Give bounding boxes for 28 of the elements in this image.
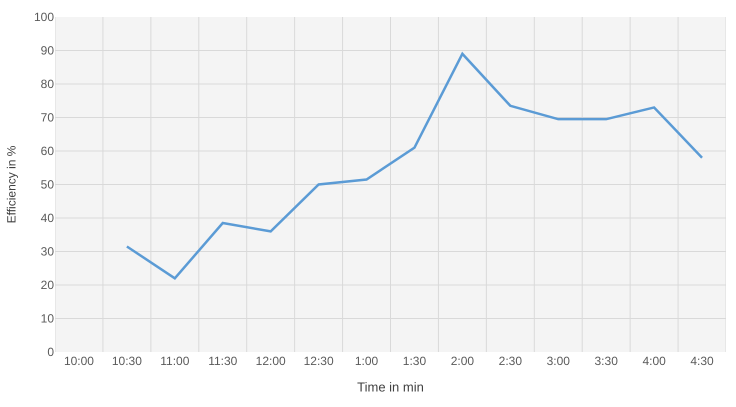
x-tick-label: 10:30: [112, 354, 142, 368]
x-tick-label: 10:00: [64, 354, 94, 368]
y-tick-label: 0: [47, 345, 54, 360]
y-tick-label: 70: [40, 110, 54, 125]
y-tick-label: 60: [40, 144, 54, 158]
x-tick-label: 4:30: [690, 354, 714, 368]
x-tick-label: 1:00: [354, 354, 379, 368]
line-series: [126, 52, 704, 280]
x-axis-title: Time in min: [357, 380, 424, 395]
x-tick-label: 4:00: [642, 354, 666, 368]
x-tick-label: 3:00: [546, 354, 570, 368]
y-tick-label: 30: [40, 244, 54, 259]
x-tick-label: 12:00: [256, 354, 286, 368]
y-tick-label: 100: [34, 10, 54, 24]
x-tick-label: 3:30: [594, 354, 618, 368]
x-tick-label: 12:30: [304, 354, 334, 368]
y-tick-label: 10: [40, 312, 54, 326]
y-tick-label: 80: [40, 77, 54, 92]
y-axis-title: Efficiency in %: [4, 145, 18, 224]
y-tick-label: 20: [40, 278, 54, 292]
y-tick-label: 40: [40, 211, 54, 226]
y-tick-label: 90: [40, 44, 54, 58]
x-tick-label: 11:00: [160, 354, 190, 368]
y-tick-label: 50: [40, 178, 54, 192]
x-tick-label: 11:30: [208, 354, 238, 368]
x-tick-label: 1:30: [402, 354, 426, 368]
x-tick-label: 2:30: [498, 354, 522, 368]
x-tick-label: 2:00: [450, 354, 474, 368]
